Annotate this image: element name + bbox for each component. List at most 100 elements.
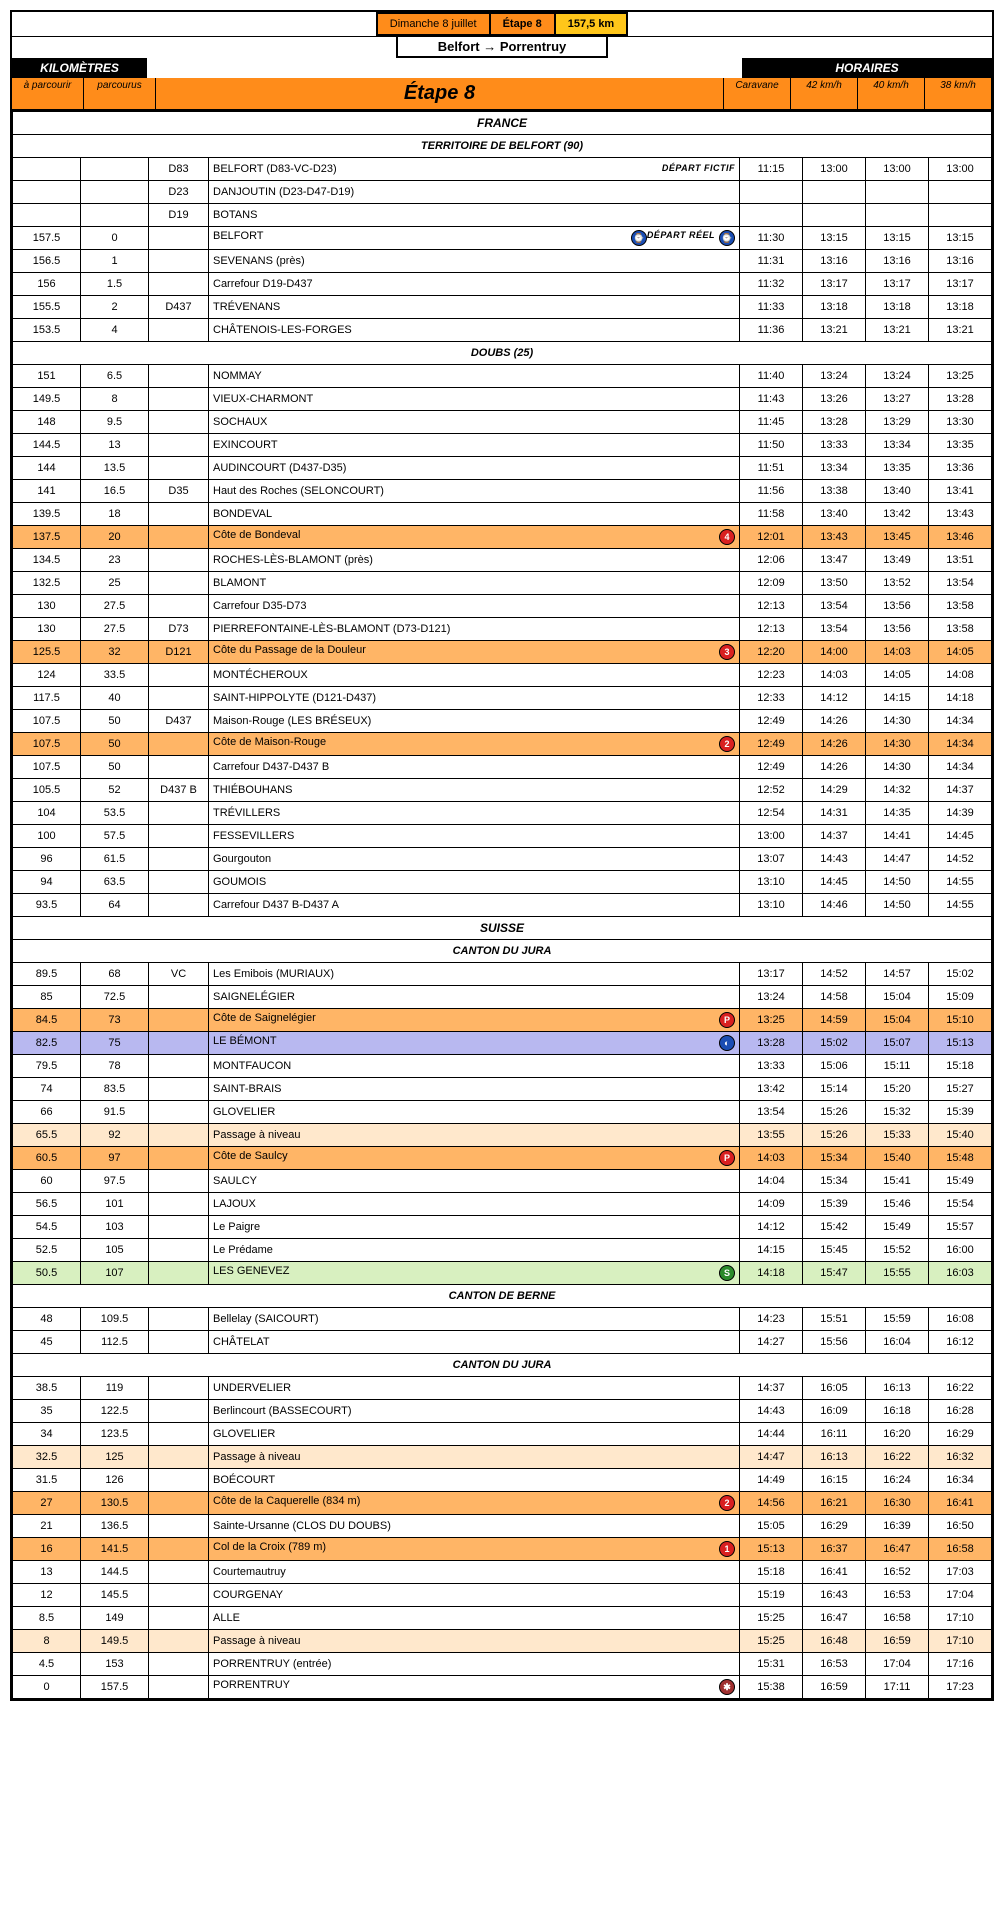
category-badge: P — [719, 1012, 735, 1028]
itinerary-row: 27130.5Côte de la Caquerelle (834 m)214:… — [13, 1492, 992, 1515]
itinerary-row: 10453.5TRÉVILLERS12:5414:3114:3514:39 — [13, 802, 992, 825]
category-badge: ⌚ — [719, 230, 735, 246]
itinerary-row: 9661.5Gourgouton13:0714:4314:4714:52 — [13, 848, 992, 871]
itinerary-row: 149.58VIEUX-CHARMONT11:4313:2613:2713:28 — [13, 388, 992, 411]
col-42kmh: 42 km/h — [791, 78, 858, 109]
itinerary-row: D83BELFORT (D83-VC-D23)DÉPART FICTIF11:1… — [13, 158, 992, 181]
itinerary-row: 34123.5GLOVELIER14:4416:1116:2016:29 — [13, 1423, 992, 1446]
country-header: SUISSE — [13, 917, 992, 940]
itinerary-row: 157.50BELFORT⌚DÉPART RÉEL⌚11:3013:1513:1… — [13, 227, 992, 250]
country-header: FRANCE — [13, 112, 992, 135]
category-badge: S — [719, 1265, 735, 1281]
itinerary-row: 12145.5COURGENAY15:1916:4316:5317:04 — [13, 1584, 992, 1607]
itinerary-row: 8572.5SAIGNELÉGIER13:2414:5815:0415:09 — [13, 986, 992, 1009]
region-header: CANTON DE BERNE — [13, 1285, 992, 1308]
category-badge: 2 — [719, 736, 735, 752]
itinerary-row: 54.5103Le Paigre14:1215:4215:4915:57 — [13, 1216, 992, 1239]
itinerary-row: 6691.5GLOVELIER13:5415:2615:3215:39 — [13, 1101, 992, 1124]
itinerary-row: 35122.5Berlincourt (BASSECOURT)14:4316:0… — [13, 1400, 992, 1423]
itinerary-row: 93.564Carrefour D437 B-D437 A13:1014:461… — [13, 894, 992, 917]
region-header: TERRITOIRE DE BELFORT (90) — [13, 135, 992, 158]
itinerary-row: 153.54CHÂTENOIS-LES-FORGES11:3613:2113:2… — [13, 319, 992, 342]
itinerary-row: 79.578MONTFAUCON13:3315:0615:1115:18 — [13, 1055, 992, 1078]
itinerary-row: 107.550Carrefour D437-D437 B12:4914:2614… — [13, 756, 992, 779]
category-badge: 4 — [719, 529, 735, 545]
itinerary-table: FRANCETERRITOIRE DE BELFORT (90)D83BELFO… — [12, 111, 992, 1699]
itinerary-row: 105.552D437 BTHIÉBOUHANS12:5214:2914:321… — [13, 779, 992, 802]
category-badge: P — [719, 1150, 735, 1166]
category-badge: ◐ — [719, 1035, 735, 1051]
itinerary-row: 13027.5Carrefour D35-D7312:1313:5413:561… — [13, 595, 992, 618]
itinerary-row: 31.5126BOÉCOURT14:4916:1516:2416:34 — [13, 1469, 992, 1492]
clock-icon: ⌚ — [631, 230, 647, 246]
itinerary-row: 13144.5Courtemautruy15:1816:4116:5217:03 — [13, 1561, 992, 1584]
region-header: CANTON DU JURA — [13, 1354, 992, 1377]
itinerary-row: 0157.5PORRENTRUY✱15:3816:5917:1117:23 — [13, 1676, 992, 1699]
distance-cell: 157,5 km — [556, 14, 626, 34]
stage-sheet: Dimanche 8 juillet Étape 8 157,5 km Belf… — [10, 10, 994, 1701]
itinerary-row: 32.5125Passage à niveau14:4716:1316:2216… — [13, 1446, 992, 1469]
itinerary-row: 107.550Côte de Maison-Rouge212:4914:2614… — [13, 733, 992, 756]
itinerary-row: 13027.5D73PIERREFONTAINE-LÈS-BLAMONT (D7… — [13, 618, 992, 641]
itinerary-row: D19BOTANS — [13, 204, 992, 227]
depart_reel-tag: DÉPART RÉEL — [647, 230, 715, 240]
category-badge: 2 — [719, 1495, 735, 1511]
itinerary-row: 82.575LE BÉMONT◐13:2815:0215:0715:13 — [13, 1032, 992, 1055]
itinerary-row: 156.51SEVENANS (près)11:3113:1613:1613:1… — [13, 250, 992, 273]
itinerary-row: 10057.5FESSEVILLERS13:0014:3714:4114:45 — [13, 825, 992, 848]
col-40kmh: 40 km/h — [858, 78, 925, 109]
itinerary-row: 117.540SAINT-HIPPOLYTE (D121-D437)12:331… — [13, 687, 992, 710]
category-badge: 3 — [719, 644, 735, 660]
section-headers: KILOMÈTRES HORAIRES — [12, 58, 992, 78]
itinerary-row: 139.518BONDEVAL11:5813:4013:4213:43 — [13, 503, 992, 526]
col-km-remaining: à parcourir — [12, 78, 84, 109]
itinerary-row: 38.5119UNDERVELIER14:3716:0516:1316:22 — [13, 1377, 992, 1400]
col-stage-name: Étape 8 — [156, 78, 724, 109]
itinerary-row: 8149.5Passage à niveau15:2516:4816:5917:… — [13, 1630, 992, 1653]
itinerary-row: 89.568VCLes Emibois (MURIAUX)13:1714:521… — [13, 963, 992, 986]
itinerary-row: 4.5153PORRENTRUY (entrée)15:3116:5317:04… — [13, 1653, 992, 1676]
itinerary-row: 14116.5D35Haut des Roches (SELONCOURT)11… — [13, 480, 992, 503]
itinerary-row: 134.523ROCHES-LÈS-BLAMONT (près)12:0613:… — [13, 549, 992, 572]
stage-cell: Étape 8 — [491, 14, 556, 34]
itinerary-row: 60.597Côte de SaulcyP14:0315:3415:4015:4… — [13, 1147, 992, 1170]
itinerary-row: 137.520Côte de Bondeval412:0113:4313:451… — [13, 526, 992, 549]
itinerary-row: 1516.5NOMMAY11:4013:2413:2413:25 — [13, 365, 992, 388]
col-38kmh: 38 km/h — [925, 78, 992, 109]
itinerary-row: 6097.5SAULCY14:0415:3415:4115:49 — [13, 1170, 992, 1193]
itinerary-row: 7483.5SAINT-BRAIS13:4215:1415:2015:27 — [13, 1078, 992, 1101]
region-header: DOUBS (25) — [13, 342, 992, 365]
horaires-header: HORAIRES — [742, 58, 992, 78]
km-header: KILOMÈTRES — [12, 58, 147, 78]
date-cell: Dimanche 8 juillet — [378, 14, 491, 34]
itinerary-row: 16141.5Col de la Croix (789 m)115:1316:3… — [13, 1538, 992, 1561]
itinerary-row: 56.5101LAJOUX14:0915:3915:4615:54 — [13, 1193, 992, 1216]
itinerary-row: 14413.5AUDINCOURT (D437-D35)11:5113:3413… — [13, 457, 992, 480]
depart_fictif-tag: DÉPART FICTIF — [662, 163, 735, 173]
itinerary-row: 52.5105Le Prédame14:1515:4515:5216:00 — [13, 1239, 992, 1262]
itinerary-row: 1489.5SOCHAUX11:4513:2813:2913:30 — [13, 411, 992, 434]
itinerary-row: 45112.5CHÂTELAT14:2715:5616:0416:12 — [13, 1331, 992, 1354]
top-banner: Dimanche 8 juillet Étape 8 157,5 km — [12, 12, 992, 36]
itinerary-row: 9463.5GOUMOIS13:1014:4514:5014:55 — [13, 871, 992, 894]
itinerary-row: 1561.5Carrefour D19-D43711:3213:1713:171… — [13, 273, 992, 296]
itinerary-row: 21136.5Sainte-Ursanne (CLOS DU DOUBS)15:… — [13, 1515, 992, 1538]
column-headers: à parcourir parcourus Étape 8 Caravane 4… — [12, 78, 992, 111]
category-badge: 1 — [719, 1541, 735, 1557]
itinerary-row: 132.525BLAMONT12:0913:5013:5213:54 — [13, 572, 992, 595]
category-badge: ✱ — [719, 1679, 735, 1695]
itinerary-row: D23DANJOUTIN (D23-D47-D19) — [13, 181, 992, 204]
itinerary-row: 107.550D437Maison-Rouge (LES BRÉSEUX)12:… — [13, 710, 992, 733]
col-caravane: Caravane — [724, 78, 791, 109]
itinerary-row: 125.532D121Côte du Passage de la Douleur… — [13, 641, 992, 664]
itinerary-row: 50.5107LES GENEVEZS14:1815:4715:5516:03 — [13, 1262, 992, 1285]
region-header: CANTON DU JURA — [13, 940, 992, 963]
itinerary-row: 84.573Côte de SaignelégierP13:2514:5915:… — [13, 1009, 992, 1032]
itinerary-row: 144.513EXINCOURT11:5013:3313:3413:35 — [13, 434, 992, 457]
itinerary-row: 155.52D437TRÉVENANS11:3313:1813:1813:18 — [13, 296, 992, 319]
col-km-done: parcourus — [84, 78, 156, 109]
itinerary-row: 8.5149ALLE15:2516:4716:5817:10 — [13, 1607, 992, 1630]
itinerary-row: 12433.5MONTÉCHEROUX12:2314:0314:0514:08 — [13, 664, 992, 687]
itinerary-row: 65.592Passage à niveau13:5515:2615:3315:… — [13, 1124, 992, 1147]
itinerary-row: 48109.5Bellelay (SAICOURT)14:2315:5115:5… — [13, 1308, 992, 1331]
